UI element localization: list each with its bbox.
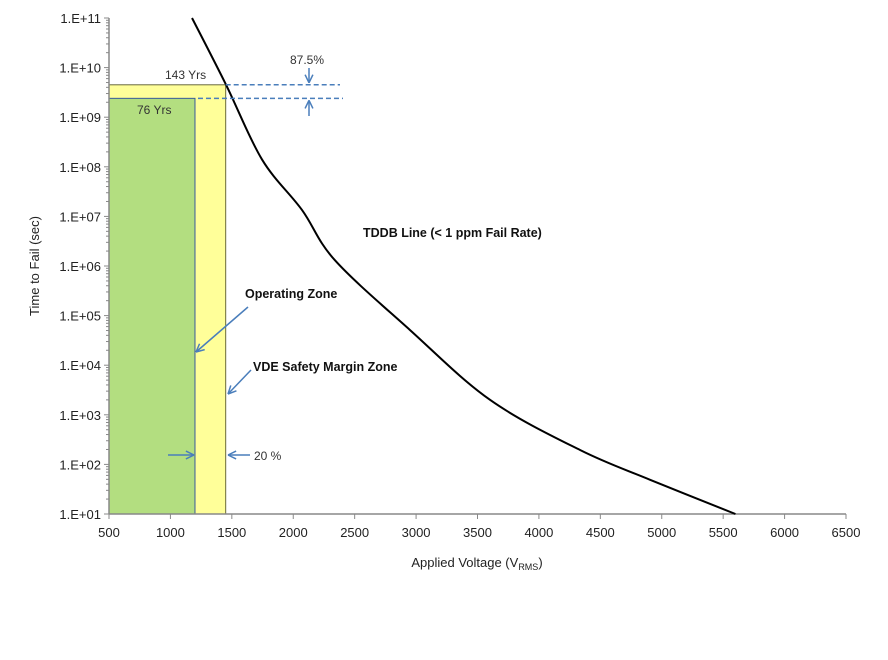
- y-tick-label: 1.E+07: [59, 209, 101, 224]
- annotations: 143 Yrs 76 Yrs 87.5% TDDB Line (< 1 ppm …: [137, 53, 542, 463]
- arrow-head: [185, 450, 195, 456]
- y-tick-label: 1.E+08: [59, 160, 101, 175]
- y-tick-label: 1.E+04: [59, 358, 101, 373]
- arrow-head: [195, 343, 201, 353]
- arrow-left-20: [227, 450, 250, 460]
- arrow-right-20: [168, 450, 195, 460]
- arrow-head: [227, 450, 237, 456]
- arrow-vde-zone: [227, 369, 252, 395]
- y-axis-title: Time to Fail (sec): [27, 216, 42, 316]
- x-tick-label: 3000: [402, 525, 431, 540]
- x-axis-title: Applied Voltage (VRMS): [411, 555, 542, 572]
- y-tick-label: 1.E+02: [59, 457, 101, 472]
- arrow-operating-zone: [195, 306, 249, 353]
- label-143-yrs: 143 Yrs: [165, 68, 206, 82]
- tddb-line: [191, 17, 736, 515]
- arrow-head: [227, 390, 237, 395]
- label-margin-time: 87.5%: [290, 53, 324, 67]
- operating-zone: [108, 97, 196, 515]
- x-tick-label: 6500: [832, 525, 861, 540]
- x-tick-label: 2500: [340, 525, 369, 540]
- x-tick-label: 500: [98, 525, 120, 540]
- x-tick-label: 6000: [770, 525, 799, 540]
- y-tick-label: 1.E+09: [59, 110, 101, 125]
- arrow-shaft: [195, 306, 249, 353]
- arrow-head: [304, 74, 310, 84]
- arrow-head: [185, 454, 195, 460]
- y-tick-label: 1.E+11: [60, 11, 101, 26]
- x-tick-label: 4500: [586, 525, 615, 540]
- x-tick-label: 2000: [279, 525, 308, 540]
- label-margin-voltage: 20 %: [254, 449, 282, 463]
- arrow-head: [195, 348, 205, 353]
- y-tick-label: 1.E+03: [59, 408, 101, 423]
- arrow-down-143: [304, 68, 314, 84]
- label-tddb: TDDB Line (< 1 ppm Fail Rate): [363, 226, 542, 240]
- arrow-head: [227, 385, 232, 395]
- label-operating-zone: Operating Zone: [245, 287, 337, 301]
- x-tick-label: 5500: [709, 525, 738, 540]
- x-tick-label: 1500: [217, 525, 246, 540]
- arrow-head: [304, 100, 310, 109]
- arrow-head: [308, 74, 314, 84]
- arrow-up-76: [304, 100, 314, 116]
- x-tick-label: 3500: [463, 525, 492, 540]
- arrow-shaft: [227, 369, 252, 395]
- y-tick-label: 1.E+01: [59, 507, 101, 522]
- y-tick-label: 1.E+05: [59, 309, 101, 324]
- x-tick-label: 5000: [647, 525, 676, 540]
- x-tick-label: 1000: [156, 525, 185, 540]
- x-tick-label: 4000: [524, 525, 553, 540]
- label-vde-zone: VDE Safety Margin Zone: [253, 360, 398, 374]
- label-76-yrs: 76 Yrs: [137, 103, 171, 117]
- arrow-head: [227, 454, 237, 460]
- y-tick-label: 1.E+10: [59, 61, 101, 76]
- arrow-head: [308, 100, 314, 109]
- y-tick-label: 1.E+06: [59, 259, 101, 274]
